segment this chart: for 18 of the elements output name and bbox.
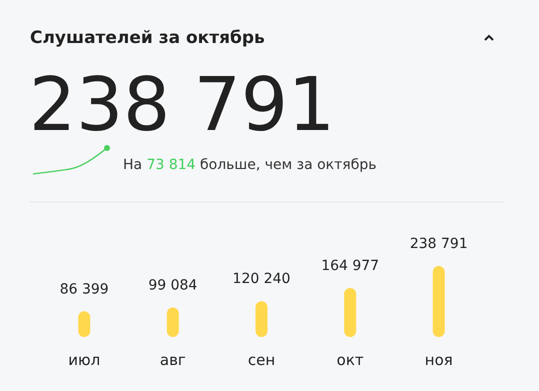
x-tick-label: сен	[248, 351, 276, 369]
text: На 73 814 больше, чем за октябрь	[123, 157, 376, 173]
chart-title: Слушателей за октябрь	[30, 28, 265, 48]
bar	[256, 301, 268, 337]
bar	[166, 308, 179, 337]
data-label: 86 399	[60, 281, 109, 298]
data-label: 238 791	[410, 236, 468, 252]
bar	[78, 311, 90, 337]
text: 238 791	[29, 62, 336, 148]
data-label: 164 977	[321, 258, 380, 274]
data-label: 120 240	[232, 271, 290, 288]
bar	[344, 288, 356, 337]
x-tick-label: ноя	[424, 351, 453, 369]
data-label: 99 084	[148, 278, 198, 294]
x-tick-label: авг	[160, 351, 186, 369]
x-tick-label: июл	[68, 351, 100, 369]
bar	[432, 266, 445, 337]
x-tick-label: окт	[336, 351, 364, 369]
